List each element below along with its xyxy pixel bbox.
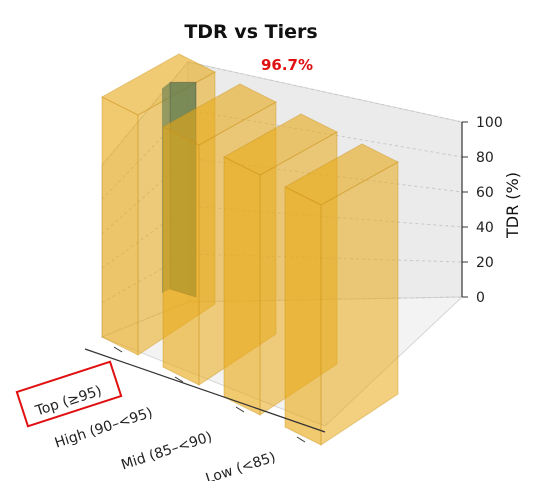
x-tick bbox=[174, 376, 184, 383]
chart-title: TDR vs Tiers bbox=[184, 21, 317, 43]
gridline bbox=[187, 205, 463, 228]
bar-side-face bbox=[320, 161, 399, 446]
z-axis-label: TDR (%) bbox=[503, 172, 522, 239]
bars bbox=[100, 53, 400, 446]
z-ticks: 0 20 40 60 80 100 bbox=[462, 115, 503, 306]
x-tick bbox=[296, 436, 306, 443]
x-tick bbox=[113, 346, 123, 353]
highlight-box bbox=[15, 360, 123, 428]
z-tick-label: 80 bbox=[476, 150, 494, 166]
bar-4 bbox=[283, 143, 400, 446]
annotation-label: 96.7% bbox=[261, 56, 313, 74]
category-label: Low (<85) bbox=[204, 449, 278, 481]
category-label: High (90–<95) bbox=[53, 405, 155, 452]
x-tick bbox=[235, 406, 245, 413]
bar-front-face bbox=[223, 156, 261, 416]
axis-lines bbox=[84, 122, 463, 433]
gridline bbox=[187, 61, 463, 123]
bar-front-face bbox=[284, 186, 322, 446]
z-tick-label: 60 bbox=[476, 185, 494, 201]
gridline bbox=[187, 296, 463, 303]
category-label: Mid (85–<90) bbox=[119, 429, 214, 473]
z-tick-label: 100 bbox=[476, 115, 503, 131]
gridline bbox=[187, 253, 463, 263]
z-tick-label: 40 bbox=[476, 220, 494, 236]
z-tick-label: 0 bbox=[476, 290, 485, 306]
bar-front-face bbox=[162, 126, 200, 386]
z-tick-label: 20 bbox=[476, 255, 494, 271]
bar-front-face bbox=[101, 96, 139, 356]
